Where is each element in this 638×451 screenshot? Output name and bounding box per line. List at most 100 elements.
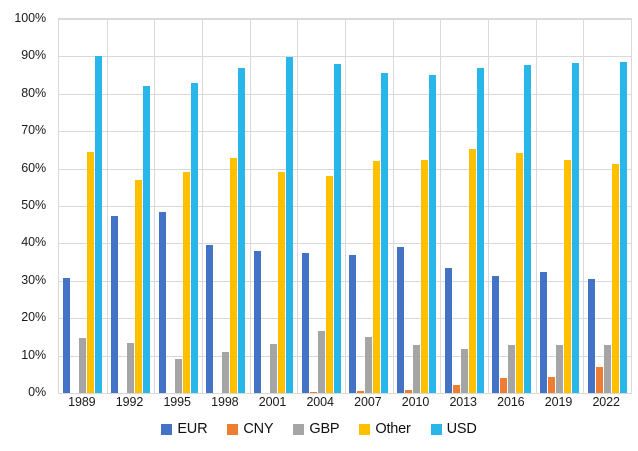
bar-gbp-2001 — [269, 344, 277, 393]
y-axis-tick-label: 60% — [21, 160, 46, 175]
bar-eur-2019 — [539, 272, 547, 393]
bar-gbp-2010 — [412, 344, 420, 393]
legend-item-other[interactable]: Other — [359, 421, 411, 437]
bar-other-2013 — [468, 148, 476, 393]
legend-swatch-cny-icon — [227, 423, 239, 435]
y-axis-tick-label: 80% — [21, 85, 46, 100]
bar-group — [536, 19, 584, 393]
bar-gbp-2022 — [603, 344, 611, 393]
vertical-gridline — [345, 19, 346, 393]
vertical-gridline — [536, 19, 537, 393]
bar-eur-2010 — [396, 246, 404, 393]
bar-usd-2013 — [476, 67, 484, 393]
x-axis: 1989 1992 1995 1998 2001 2004 2007 2010 2013 2016… — [58, 394, 630, 416]
legend-label: GBP — [309, 421, 340, 437]
chart-legend: EUR CNY GBP Other USD — [0, 421, 638, 437]
vertical-gridline — [440, 19, 441, 393]
legend-item-gbp[interactable]: GBP — [293, 421, 340, 437]
y-axis-tick-label: 90% — [21, 48, 46, 63]
x-axis-tick-label: 1995 — [163, 395, 191, 409]
vertical-gridline — [393, 19, 394, 393]
bar-gbp-1989 — [79, 338, 87, 393]
bar-eur-1998 — [206, 244, 214, 393]
bar-usd-1998 — [238, 68, 246, 393]
bar-gbp-2007 — [365, 337, 373, 393]
bar-eur-1989 — [63, 277, 71, 393]
bar-eur-2013 — [444, 268, 452, 393]
y-axis-tick-label: 70% — [21, 123, 46, 138]
x-axis-tick-label: 2001 — [258, 395, 287, 409]
bar-group — [488, 19, 536, 393]
bar-other-2001 — [277, 171, 285, 393]
y-axis-tick-label: 20% — [21, 310, 46, 325]
bar-usd-2004 — [333, 63, 341, 393]
bar-group — [583, 19, 631, 393]
vertical-gridline — [488, 19, 489, 393]
bar-other-1995 — [182, 171, 190, 393]
legend-label: Other — [375, 421, 411, 437]
bar-group — [440, 19, 488, 393]
y-axis-tick-label: 30% — [21, 272, 46, 287]
legend-label: EUR — [177, 421, 208, 437]
vertical-gridline — [202, 19, 203, 393]
bar-usd-2001 — [285, 56, 293, 393]
vertical-gridline — [583, 19, 584, 393]
bar-group — [250, 19, 298, 393]
legend-swatch-gbp-icon — [293, 423, 305, 435]
bar-group — [393, 19, 441, 393]
bar-gbp-2013 — [460, 348, 468, 393]
bar-gbp-1992 — [126, 342, 134, 393]
bar-other-1992 — [134, 179, 142, 393]
bar-gbp-2016 — [508, 345, 516, 393]
x-axis-tick-label: 1992 — [115, 395, 144, 409]
vertical-gridline — [107, 19, 108, 393]
x-axis-tick-label: 2010 — [401, 395, 430, 409]
bars-layer — [59, 19, 631, 393]
vertical-gridline — [297, 19, 298, 393]
bar-group — [345, 19, 393, 393]
vertical-gridline — [154, 19, 155, 393]
legend-label: USD — [446, 421, 477, 437]
bar-gbp-2019 — [555, 345, 563, 393]
bar-other-2004 — [325, 176, 333, 393]
bar-other-2007 — [373, 160, 381, 393]
legend-item-cny[interactable]: CNY — [227, 421, 274, 437]
y-axis-tick-label: 40% — [21, 235, 46, 250]
bar-usd-1992 — [142, 86, 150, 393]
bar-usd-2010 — [428, 75, 436, 393]
bar-cny-2007 — [357, 391, 365, 393]
bar-group — [202, 19, 250, 393]
bar-usd-2022 — [619, 62, 627, 393]
bar-cny-2010 — [404, 389, 412, 393]
bar-group — [297, 19, 345, 393]
bar-group — [59, 19, 107, 393]
x-axis-tick-label: 2016 — [497, 395, 525, 409]
bar-other-2010 — [420, 160, 428, 393]
x-axis-tick-label: 1989 — [68, 395, 96, 409]
legend-item-eur[interactable]: EUR — [161, 421, 208, 437]
bar-eur-2001 — [253, 251, 261, 393]
legend-swatch-eur-icon — [161, 423, 173, 435]
bar-eur-1995 — [158, 212, 166, 393]
bar-gbp-2004 — [317, 331, 325, 393]
bar-eur-2016 — [492, 275, 500, 393]
bar-eur-1992 — [110, 215, 118, 393]
legend-item-usd[interactable]: USD — [430, 421, 477, 437]
y-axis-tick-label: 0% — [28, 385, 46, 399]
bar-other-1989 — [87, 151, 95, 393]
x-axis-tick-label: 2004 — [306, 395, 334, 409]
x-axis-tick-label: 2007 — [354, 395, 382, 409]
legend-swatch-other-icon — [359, 423, 371, 435]
bar-gbp-1995 — [174, 358, 182, 393]
bar-cny-2019 — [547, 376, 555, 393]
y-axis-tick-label: 50% — [21, 198, 46, 212]
legend-label: CNY — [243, 421, 274, 437]
x-axis-tick-label: 2019 — [544, 395, 573, 409]
bar-eur-2007 — [349, 254, 357, 393]
bar-other-1998 — [230, 158, 238, 393]
legend-swatch-usd-icon — [430, 423, 442, 435]
bar-eur-2004 — [301, 253, 309, 393]
bar-cny-2016 — [500, 378, 508, 393]
y-axis-tick-label: 100% — [14, 11, 46, 25]
bar-cny-2004 — [309, 392, 317, 393]
